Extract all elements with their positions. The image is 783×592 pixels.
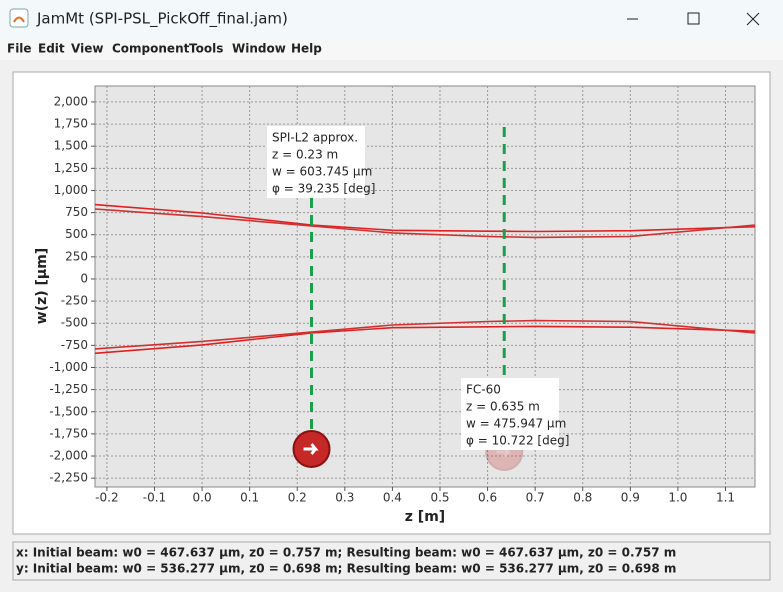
x-tick-label: 0.6 [478,491,497,505]
x-tick-label: -0.2 [95,491,118,505]
component-label: z = 0.23 m [272,148,338,162]
beam-envelope [94,319,756,350]
menu-item[interactable]: File [7,42,32,56]
y-axis-label: w(z) [µm] [34,248,50,324]
y-tick-label: 750 [65,205,88,219]
y-tick-label: -2,000 [49,449,88,463]
y-tick-label: 0 [80,271,88,285]
x-tick-label: -0.1 [143,491,166,505]
component-label: φ = 10.722 [deg] [466,434,569,448]
menu-item[interactable]: Window [232,42,286,56]
component-label: w = 603.745 µm [272,165,372,179]
y-tick-label: -250 [61,294,88,308]
menu-item[interactable]: Edit [38,42,65,56]
component-label: φ = 39.235 [deg] [272,182,375,196]
component-label: SPI-L2 approx. [272,131,358,145]
x-tick-label: 0.1 [240,491,259,505]
window-title: JamMt (SPI-PSL_PickOff_final.jam) [36,10,288,29]
y-tick-label: -500 [61,316,88,330]
component-label: FC-60 [466,383,501,397]
y-tick-label: 2,000 [54,94,88,108]
component-label: w = 475.947 µm [466,417,566,431]
y-tick-label: 500 [65,227,88,241]
beam-envelope [94,208,756,239]
x-tick-label: 0.7 [526,491,545,505]
beam-envelope [94,325,756,355]
component-label-box [267,126,365,198]
beam-envelope [94,203,756,233]
menu-item[interactable]: View [71,42,103,56]
component-icon-arrow [303,443,319,455]
y-tick-label: -2,250 [49,471,88,485]
maximize-button[interactable] [687,12,700,25]
y-tick-label: 250 [65,249,88,263]
x-tick-label: 0.2 [288,491,307,505]
y-tick-label: -1,750 [49,426,88,440]
app-icon-cup [13,16,25,23]
plot-area [94,85,756,488]
y-tick-label: -750 [61,338,88,352]
x-tick-label: 0.3 [335,491,354,505]
y-tick-label: -1,000 [49,360,88,374]
x-tick-label: 0.0 [193,491,212,505]
y-tick-label: 1,250 [54,161,88,175]
x-tick-label: 0.8 [573,491,592,505]
component-label: z = 0.635 m [466,400,540,414]
status-panel [12,541,771,581]
x-tick-label: 0.9 [621,491,640,505]
component-label-box [461,378,559,450]
menu-bar [0,38,783,60]
title-bar [0,0,783,38]
y-tick-label: 1,000 [54,183,88,197]
x-tick-label: 1.1 [716,491,735,505]
close-button[interactable] [746,12,760,26]
x-tick-label: 1.0 [668,491,687,505]
x-tick-label: 0.4 [383,491,402,505]
status-line: x: Initial beam: w0 = 467.637 µm, z0 = 0… [16,546,676,560]
x-axis-label: z [m] [405,509,445,525]
menu-item[interactable]: Component [112,42,190,56]
y-tick-label: 1,750 [54,117,88,131]
menu-item[interactable]: Help [291,42,322,56]
menu-item[interactable]: Tools [189,42,223,56]
y-tick-label: -1,500 [49,404,88,418]
y-tick-label: 1,500 [54,139,88,153]
y-tick-label: -1,250 [49,382,88,396]
x-tick-label: 0.5 [430,491,449,505]
status-line: y: Initial beam: w0 = 536.277 µm, z0 = 0… [16,562,676,576]
